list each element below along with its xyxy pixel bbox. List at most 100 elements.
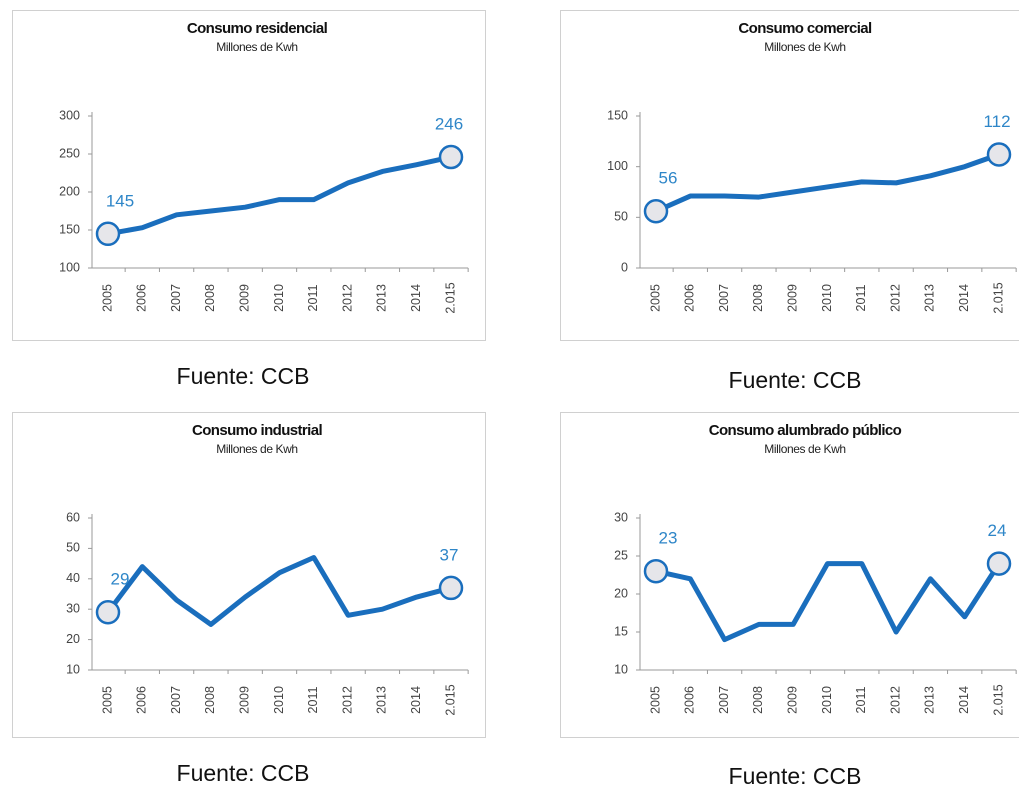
- x-tick-label: 2008: [751, 284, 765, 312]
- chart-title: Consumo comercial: [738, 20, 872, 37]
- x-tick-label: 2.015: [443, 282, 457, 313]
- x-tick-label: 2011: [306, 285, 320, 312]
- y-tick-label: 40: [66, 571, 80, 585]
- x-tick-label: 2009: [237, 284, 251, 312]
- chart: Consumo comercial Millones de Kwh 0 50 100 15…: [560, 10, 1019, 393]
- line: [107, 154, 452, 237]
- x-tick-label: 2009: [785, 284, 799, 312]
- chart-frame: [560, 412, 1019, 738]
- chart-title: Consumo industrial: [192, 422, 322, 439]
- x-tick-label: 2012: [340, 284, 354, 312]
- point-marker: [95, 599, 121, 625]
- y-tick-label: 15: [614, 624, 628, 638]
- line: [106, 555, 452, 627]
- y-tick-label: 200: [59, 184, 80, 198]
- data-label: 56: [659, 169, 678, 188]
- x-tick-label: 2012: [340, 686, 354, 714]
- x-tick-label: 2006: [683, 284, 697, 312]
- y-tick-label: 30: [614, 510, 628, 524]
- x-tick-label: 2010: [820, 284, 834, 312]
- chart-frame: [12, 412, 486, 738]
- chart-frame: [560, 10, 1019, 341]
- chart: Consumo residencial Millones de Kwh 100 150…: [12, 10, 486, 389]
- x-tick-label: 2007: [169, 284, 183, 312]
- y-tick-label: 300: [59, 108, 80, 122]
- point-marker: [95, 221, 121, 247]
- x-tick-label: 2007: [717, 284, 731, 312]
- source-caption: Fuente: CCB: [729, 367, 862, 393]
- x-tick-label: 2014: [957, 284, 971, 312]
- x-tick-label: 2013: [375, 686, 389, 714]
- line: [654, 152, 1000, 214]
- x-tick-label: 2007: [717, 686, 731, 714]
- y-tick-label: 150: [607, 108, 628, 122]
- data-label: 24: [988, 521, 1007, 540]
- y-tick-label: 20: [66, 632, 80, 646]
- x-tick-label: 2009: [785, 686, 799, 714]
- x-tick-label: 2.015: [443, 684, 457, 715]
- data-label: 246: [435, 115, 463, 134]
- chart: Consumo industrial Millones de Kwh 10 20 30 4…: [12, 412, 486, 786]
- point-marker: [643, 558, 669, 584]
- chart-subtitle: Millones de Kwh: [764, 442, 845, 456]
- x-tick-label: 2.015: [991, 282, 1005, 313]
- x-tick-label: 2013: [375, 284, 389, 312]
- y-tick-label: 25: [614, 548, 628, 562]
- data-label: 145: [106, 191, 134, 210]
- x-tick-label: 2011: [306, 687, 320, 714]
- y-tick-label: 10: [614, 662, 628, 676]
- line: [655, 561, 1002, 643]
- y-tick-label: 60: [66, 510, 80, 524]
- x-tick-label: 2.015: [991, 684, 1005, 715]
- y-tick-label: 20: [614, 586, 628, 600]
- data-label: 23: [659, 529, 678, 548]
- point-marker: [986, 142, 1012, 167]
- x-tick-label: 2006: [683, 686, 697, 714]
- y-tick-label: 250: [59, 146, 80, 160]
- y-tick-label: 100: [607, 159, 628, 173]
- x-tick-label: 2008: [203, 686, 217, 714]
- x-tick-label: 2005: [648, 686, 662, 714]
- chart-title: Consumo residencial: [187, 20, 328, 37]
- x-tick-label: 2014: [957, 686, 971, 714]
- x-tick-label: 2005: [648, 284, 662, 312]
- x-tick-label: 2008: [203, 284, 217, 312]
- chart: Consumo alumbrado público Millones de Kwh…: [560, 412, 1019, 789]
- x-tick-label: 2013: [923, 284, 937, 312]
- x-tick-label: 2011: [854, 687, 868, 714]
- x-tick-label: 2009: [237, 686, 251, 714]
- x-tick-label: 2005: [100, 686, 114, 714]
- x-tick-label: 2014: [409, 284, 423, 312]
- x-tick-label: 2010: [272, 284, 286, 312]
- chart-title: Consumo alumbrado público: [709, 422, 902, 439]
- y-tick-label: 30: [66, 601, 80, 615]
- y-tick-label: 0: [621, 260, 628, 274]
- chart-subtitle: Millones de Kwh: [216, 40, 297, 54]
- point-marker: [643, 199, 669, 224]
- x-tick-label: 2012: [888, 686, 902, 714]
- data-label: 37: [440, 545, 459, 564]
- chart-subtitle: Millones de Kwh: [764, 40, 845, 54]
- x-tick-label: 2008: [751, 686, 765, 714]
- x-tick-label: 2014: [409, 686, 423, 714]
- y-tick-label: 50: [66, 541, 80, 555]
- x-tick-label: 2011: [854, 285, 868, 312]
- point-marker: [986, 551, 1012, 576]
- point-marker: [438, 144, 464, 170]
- x-tick-label: 2006: [135, 284, 149, 312]
- source-caption: Fuente: CCB: [729, 763, 862, 789]
- y-tick-label: 150: [59, 222, 80, 236]
- x-tick-label: 2010: [272, 686, 286, 714]
- data-label: 112: [983, 112, 1010, 131]
- source-caption: Fuente: CCB: [177, 760, 310, 786]
- data-label: 29: [111, 570, 130, 589]
- x-tick-label: 2007: [169, 686, 183, 714]
- x-tick-label: 2006: [135, 686, 149, 714]
- x-tick-label: 2005: [100, 284, 114, 312]
- y-tick-label: 50: [614, 210, 628, 224]
- y-tick-label: 100: [59, 260, 80, 274]
- chart-frame: [12, 10, 486, 341]
- y-tick-label: 10: [66, 662, 80, 676]
